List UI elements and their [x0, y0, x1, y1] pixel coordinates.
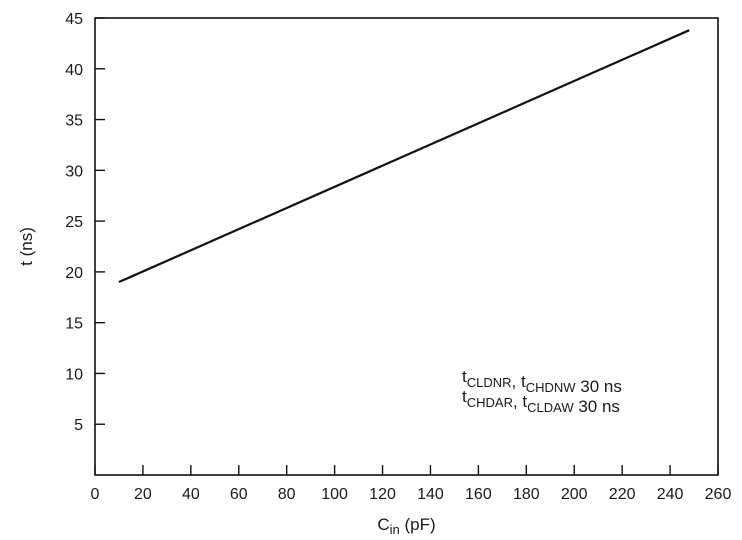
plot-border	[94, 17, 719, 476]
x-tick-label-13: 260	[705, 486, 732, 503]
y-tick-label-2: 15	[65, 316, 83, 333]
y-axis-label: t (ns)	[17, 227, 36, 266]
x-tick-label-0: 0	[91, 486, 100, 503]
y-tick-label-6: 35	[65, 113, 83, 130]
x-tick-label-7: 140	[417, 486, 444, 503]
y-tick-label-1: 10	[65, 366, 83, 383]
y-tick-label-7: 40	[65, 62, 83, 79]
series-line-0	[118, 29, 690, 284]
x-tick-label-9: 180	[513, 486, 540, 503]
x-tick-label-10: 200	[561, 486, 588, 503]
x-tick-label-2: 40	[182, 486, 200, 503]
x-axis-label: Cin (pF)	[377, 515, 435, 537]
y-tick-label-3: 20	[65, 265, 83, 282]
y-tick-label-8: 45	[65, 11, 83, 28]
y-tick-label-4: 25	[65, 214, 83, 231]
annotation-line-1: tCHDAR, tCLDAW 30 ns	[462, 387, 620, 416]
y-tick-label-0: 5	[74, 417, 83, 434]
annotation-line-0: tCLDNR, tCHDNW 30 ns	[462, 367, 622, 396]
x-tick-label-12: 240	[657, 486, 684, 503]
x-tick-label-1: 20	[134, 486, 152, 503]
y-tick-label-5: 30	[65, 163, 83, 180]
x-tick-label-5: 100	[321, 486, 348, 503]
x-axis-ticks: 0 20 40 60 80 100 120 140 160 180 200 220 240 260	[91, 465, 732, 503]
x-tick-label-8: 160	[465, 486, 492, 503]
x-tick-label-6: 120	[369, 486, 396, 503]
plot-frame	[94, 17, 719, 476]
x-tick-label-4: 80	[278, 486, 296, 503]
series-group	[118, 29, 690, 284]
x-tick-label-3: 60	[230, 486, 248, 503]
y-axis-ticks: 5 10 15 20 25 30 35 40 45	[65, 11, 105, 434]
x-tick-label-11: 220	[609, 486, 636, 503]
